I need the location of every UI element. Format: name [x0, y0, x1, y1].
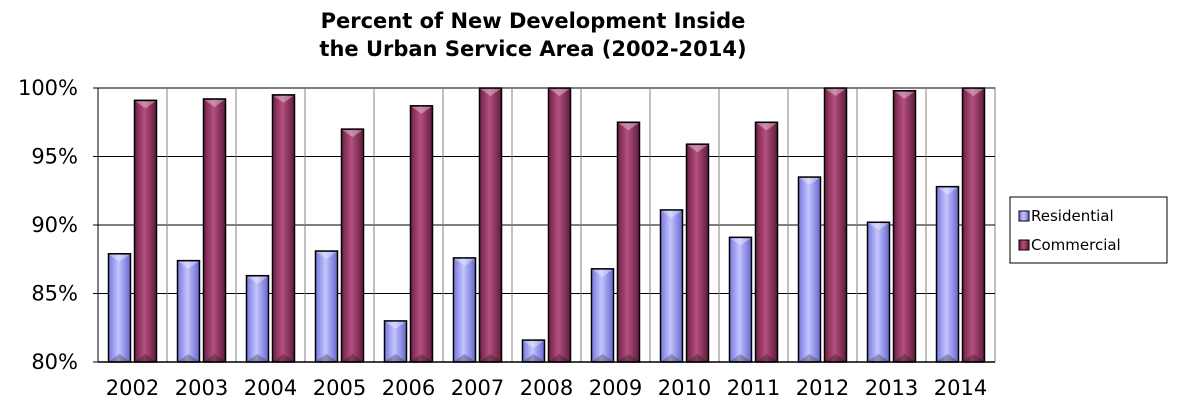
x-tick-label: 2009 — [589, 376, 642, 400]
bar-residential-2003 — [176, 259, 201, 363]
x-tick-label: 2006 — [382, 376, 435, 400]
legend-label-commercial: Commercial — [1031, 236, 1121, 254]
x-axis-tick-labels: 2002 2003 2004 2005 2006 2007 2008 2009 2010 2011… — [106, 376, 987, 400]
bar-commercial-2011 — [754, 121, 779, 363]
legend-item-commercial: Commercial — [1018, 236, 1121, 254]
bar-residential-2004 — [245, 274, 270, 363]
y-axis-tick-labels: 80% 85% 90% 95% 100% — [18, 76, 98, 374]
bar-residential-2009 — [590, 268, 615, 363]
chart-title-line-2: the Urban Service Area (2002-2014) — [319, 37, 746, 61]
x-tick-label: 2007 — [451, 376, 504, 400]
bar-residential-2008 — [521, 339, 546, 363]
bar-residential-2002 — [107, 253, 132, 363]
x-tick-label: 2011 — [727, 376, 780, 400]
x-tick-label: 2013 — [865, 376, 918, 400]
bar-commercial-2012 — [823, 87, 848, 363]
bar-commercial-2006 — [409, 105, 434, 363]
bar-commercial-2013 — [892, 89, 917, 363]
bar-commercial-2009 — [616, 121, 641, 363]
legend-box — [1009, 196, 1168, 264]
y-tick-label: 80% — [31, 350, 78, 374]
x-tick-label: 2008 — [520, 376, 573, 400]
bar-residential-2011 — [728, 236, 753, 363]
y-tick-label: 90% — [31, 213, 78, 237]
bar-commercial-2002 — [133, 99, 158, 363]
bars — [107, 87, 986, 363]
x-tick-label: 2005 — [313, 376, 366, 400]
x-tick-label: 2012 — [796, 376, 849, 400]
bar-commercial-2005 — [340, 128, 365, 363]
x-tick-label: 2003 — [175, 376, 228, 400]
y-tick-label: 95% — [31, 145, 78, 169]
x-tick-label: 2014 — [934, 376, 987, 400]
legend-swatch-commercial — [1018, 239, 1030, 251]
bar-commercial-2003 — [202, 98, 227, 363]
x-tick-label: 2010 — [658, 376, 711, 400]
bar-residential-2014 — [935, 185, 960, 363]
chart-title: Percent of New Development Inside the Ur… — [319, 9, 746, 61]
chart-title-line-1: Percent of New Development Inside — [321, 9, 746, 33]
x-tick-label: 2004 — [244, 376, 297, 400]
legend: Residential Commercial — [1009, 196, 1168, 264]
bar-commercial-2007 — [478, 87, 503, 363]
legend-swatch-residential — [1018, 210, 1030, 222]
bar-residential-2010 — [659, 209, 684, 363]
bar-commercial-2008 — [547, 87, 572, 363]
bar-commercial-2010 — [685, 143, 710, 363]
grid-lines — [98, 87, 995, 362]
bar-commercial-2004 — [271, 94, 296, 363]
bar-residential-2005 — [314, 250, 339, 363]
legend-label-residential: Residential — [1031, 207, 1114, 225]
x-tick-label: 2002 — [106, 376, 159, 400]
bar-residential-2013 — [866, 221, 891, 363]
legend-item-residential: Residential — [1018, 207, 1114, 225]
bar-residential-2012 — [797, 176, 822, 363]
y-tick-label: 100% — [18, 76, 78, 100]
bar-commercial-2014 — [961, 87, 986, 363]
bar-residential-2007 — [452, 257, 477, 363]
bar-residential-2006 — [383, 320, 408, 363]
y-tick-label: 85% — [31, 282, 78, 306]
